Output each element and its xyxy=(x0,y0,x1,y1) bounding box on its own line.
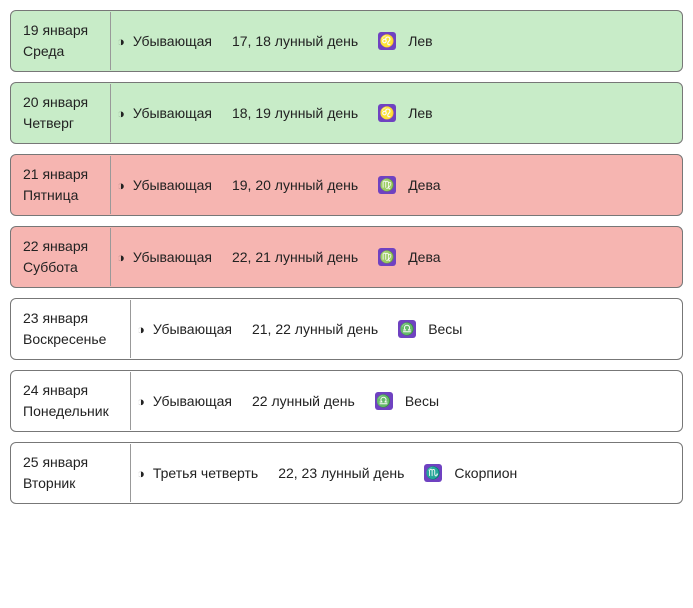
lunar-day-label: 22 лунный день xyxy=(252,393,355,409)
date-column: 25 январяВторник xyxy=(11,444,131,502)
moon-phase-label: Убывающая xyxy=(133,177,212,193)
date-text: 22 января xyxy=(23,236,98,257)
weekday-text: Понедельник xyxy=(23,401,118,422)
info-column: ◑ Убывающая 21, 22 лунный день ♎ Весы xyxy=(131,320,468,338)
date-column: 23 январяВоскресенье xyxy=(11,300,131,358)
zodiac-label: Скорпион xyxy=(454,465,517,481)
weekday-text: Суббота xyxy=(23,257,98,278)
moon-phase-label: Убывающая xyxy=(133,33,212,49)
calendar-row[interactable]: 22 январяСуббота ◑ Убывающая 22, 21 лунный … xyxy=(10,226,683,288)
zodiac-label: Весы xyxy=(405,393,439,409)
zodiac-icon: ♎ xyxy=(375,392,393,410)
date-text: 19 января xyxy=(23,20,98,41)
lunar-calendar-list: 19 январяСреда ◑ Убывающая 17, 18 лунный де… xyxy=(10,10,683,504)
date-text: 21 января xyxy=(23,164,98,185)
date-text: 25 января xyxy=(23,452,118,473)
zodiac-icon: ♏ xyxy=(424,464,442,482)
moon-phase-label: Убывающая xyxy=(153,321,232,337)
moon-phase-label: Убывающая xyxy=(133,249,212,265)
date-column: 24 январяПонедельник xyxy=(11,372,131,430)
calendar-row[interactable]: 24 январяПонедельник ◑ Убывающая 22 лунный … xyxy=(10,370,683,432)
zodiac-label: Дева xyxy=(408,177,440,193)
zodiac-icon: ♍ xyxy=(378,248,396,266)
moon-phase-label: Третья четверть xyxy=(153,465,258,481)
zodiac-icon: ♎ xyxy=(398,320,416,338)
lunar-day-label: 22, 21 лунный день xyxy=(232,249,358,265)
weekday-text: Четверг xyxy=(23,113,98,134)
zodiac-label: Лев xyxy=(408,105,432,121)
zodiac-icon: ♌ xyxy=(378,104,396,122)
info-column: ◑ Убывающая 22, 21 лунный день ♍ Дева xyxy=(111,248,447,266)
date-text: 24 января xyxy=(23,380,118,401)
moon-phase-icon: ◑ xyxy=(117,106,125,121)
zodiac-icon: ♌ xyxy=(378,32,396,50)
moon-phase-icon: ◑ xyxy=(117,250,125,265)
moon-phase-label: Убывающая xyxy=(133,105,212,121)
date-column: 22 январяСуббота xyxy=(11,228,111,286)
calendar-row[interactable]: 19 январяСреда ◑ Убывающая 17, 18 лунный де… xyxy=(10,10,683,72)
info-column: ◑ Убывающая 17, 18 лунный день ♌ Лев xyxy=(111,32,439,50)
info-column: ◑ Убывающая 19, 20 лунный день ♍ Дева xyxy=(111,176,447,194)
weekday-text: Среда xyxy=(23,41,98,62)
calendar-row[interactable]: 23 январяВоскресенье ◑ Убывающая 21, 22 лун… xyxy=(10,298,683,360)
weekday-text: Пятница xyxy=(23,185,98,206)
calendar-row[interactable]: 21 январяПятница ◑ Убывающая 19, 20 лунный … xyxy=(10,154,683,216)
zodiac-label: Лев xyxy=(408,33,432,49)
moon-phase-icon: ◑ xyxy=(117,34,125,49)
lunar-day-label: 17, 18 лунный день xyxy=(232,33,358,49)
lunar-day-label: 22, 23 лунный день xyxy=(278,465,404,481)
date-column: 19 январяСреда xyxy=(11,12,111,70)
date-text: 20 января xyxy=(23,92,98,113)
weekday-text: Воскресенье xyxy=(23,329,118,350)
info-column: ◑ Убывающая 22 лунный день ♎ Весы xyxy=(131,392,445,410)
moon-phase-label: Убывающая xyxy=(153,393,232,409)
date-column: 20 январяЧетверг xyxy=(11,84,111,142)
moon-phase-icon: ◑ xyxy=(117,178,125,193)
info-column: ◑ Третья четверть 22, 23 лунный день ♏ Скорп… xyxy=(131,464,523,482)
zodiac-label: Весы xyxy=(428,321,462,337)
moon-phase-icon: ◑ xyxy=(137,394,145,409)
weekday-text: Вторник xyxy=(23,473,118,494)
date-column: 21 январяПятница xyxy=(11,156,111,214)
zodiac-icon: ♍ xyxy=(378,176,396,194)
zodiac-label: Дева xyxy=(408,249,440,265)
lunar-day-label: 18, 19 лунный день xyxy=(232,105,358,121)
lunar-day-label: 19, 20 лунный день xyxy=(232,177,358,193)
calendar-row[interactable]: 20 январяЧетверг ◑ Убывающая 18, 19 лунный … xyxy=(10,82,683,144)
calendar-row[interactable]: 25 январяВторник ◑ Третья четверть 22, 23 л… xyxy=(10,442,683,504)
moon-phase-icon: ◑ xyxy=(137,466,145,481)
lunar-day-label: 21, 22 лунный день xyxy=(252,321,378,337)
date-text: 23 января xyxy=(23,308,118,329)
moon-phase-icon: ◑ xyxy=(137,322,145,337)
info-column: ◑ Убывающая 18, 19 лунный день ♌ Лев xyxy=(111,104,439,122)
